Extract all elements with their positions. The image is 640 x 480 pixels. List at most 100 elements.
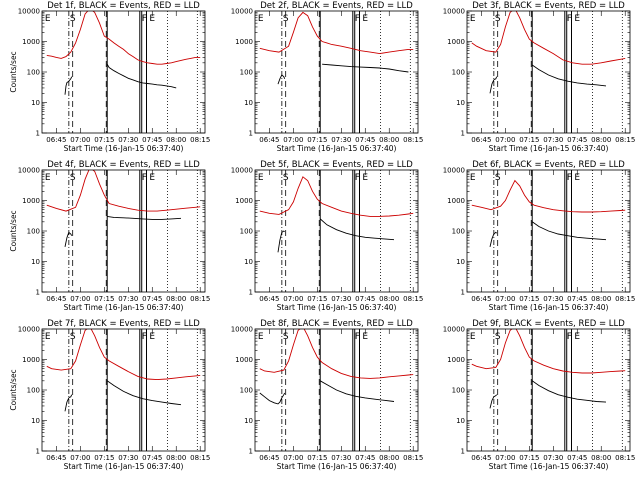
x-axis-label: Start Time (16-Jan-15 06:37:40) [277,144,397,153]
y-axis-label: Counts/sec [9,210,18,251]
y-tick-label: 100 [452,69,465,77]
events-series-line [531,380,607,403]
marker-label: S [283,332,289,342]
x-tick-label: 08:00 [379,295,399,303]
x-tick-label: 08:15 [615,454,635,462]
marker-label: F [567,332,572,342]
y-tick-label: 10000 [443,167,465,175]
y-tick-label: 1000 [22,38,40,46]
x-tick-label: 07:45 [142,295,162,303]
x-tick-label: 07:15 [94,295,114,303]
y-tick-label: 1000 [235,197,253,205]
x-tick-label: 08:15 [190,454,210,462]
x-tick-label: 07:15 [519,454,539,462]
x-tick-label: 08:00 [591,136,611,144]
y-tick-label: 1000 [235,356,253,364]
events-series-line [319,218,395,241]
lld-series-line [471,11,626,65]
y-tick-label: 100 [27,228,40,236]
plot-frame [41,328,206,452]
x-tick-label: 06:45 [471,136,491,144]
x-tick-label: 08:00 [166,295,186,303]
x-tick-label: 07:30 [331,454,351,462]
x-tick-label: 08:15 [403,454,423,462]
x-tick-label: 08:15 [615,295,635,303]
x-tick-label: 07:15 [94,454,114,462]
x-tick-label: 07:15 [94,136,114,144]
x-tick-label: 07:45 [355,136,375,144]
x-tick-label: 07:30 [118,454,138,462]
marker-label: F [355,14,360,24]
marker-label: S [70,332,76,342]
marker-label: E [362,14,368,24]
x-axis-label: Start Time (16-Jan-15 06:37:40) [64,462,184,471]
x-tick-label: 06:45 [46,454,66,462]
panel-title: Det 9f, BLACK = Events, RED = LLD [472,319,625,329]
y-tick-label: 1000 [447,38,465,46]
events-series-line [64,394,73,412]
events-series-line [64,76,73,95]
marker-label: E [149,332,155,342]
x-tick-label: 07:30 [118,136,138,144]
panel-title: Det 6f, BLACK = Events, RED = LLD [472,160,625,170]
marker-label: E [258,14,264,24]
x-tick-label: 07:00 [70,136,90,144]
x-tick-label: 07:00 [495,136,515,144]
marker-label: F [142,332,147,342]
events-series-line [319,380,395,402]
marker-label: F [355,173,360,183]
marker-label: E [574,173,580,183]
y-tick-label: 10000 [231,326,253,334]
events-series-line [106,63,177,89]
events-series-line [489,394,498,409]
x-tick-label: 06:45 [259,295,279,303]
marker-label: E [45,332,51,342]
events-series-line [489,76,498,94]
marker-label: E [45,173,51,183]
y-tick-label: 10000 [18,167,40,175]
x-tick-label: 07:00 [283,454,303,462]
plot-frame [41,169,206,293]
y-tick-label: 100 [240,228,253,236]
panel-title: Det 3f, BLACK = Events, RED = LLD [472,1,625,11]
x-tick-label: 07:00 [70,295,90,303]
marker-label: E [362,173,368,183]
lld-series-line [259,176,414,217]
y-tick-label: 100 [27,387,40,395]
lld-series-line [471,329,626,374]
y-tick-label: 10 [31,258,40,266]
y-tick-label: 1 [36,130,40,138]
x-tick-label: 08:15 [403,295,423,303]
x-tick-label: 07:15 [307,136,327,144]
panel-title: Det 5f, BLACK = Events, RED = LLD [260,160,413,170]
x-tick-label: 07:15 [307,454,327,462]
plot-frame [466,328,631,452]
marker-label: F [567,14,572,24]
y-axis-label: Counts/sec [9,51,18,92]
y-tick-label: 1 [249,289,253,297]
x-tick-label: 07:00 [283,295,303,303]
x-tick-label: 08:15 [190,136,210,144]
marker-label: E [258,332,264,342]
x-axis-label: Start Time (16-Jan-15 06:37:40) [277,303,397,312]
lld-series-line [259,11,414,55]
y-tick-label: 1000 [235,38,253,46]
panel-title: Det 7f, BLACK = Events, RED = LLD [47,319,200,329]
y-tick-label: 10000 [443,8,465,16]
plot-frame [254,169,419,293]
marker-label: E [470,332,476,342]
lld-series-line [46,11,201,65]
x-tick-label: 07:30 [543,454,563,462]
y-tick-label: 10 [244,99,253,107]
events-series-line [106,380,182,406]
marker-label: E [149,173,155,183]
x-tick-label: 07:00 [495,454,515,462]
lld-series-line [46,329,201,381]
marker-label: E [470,14,476,24]
